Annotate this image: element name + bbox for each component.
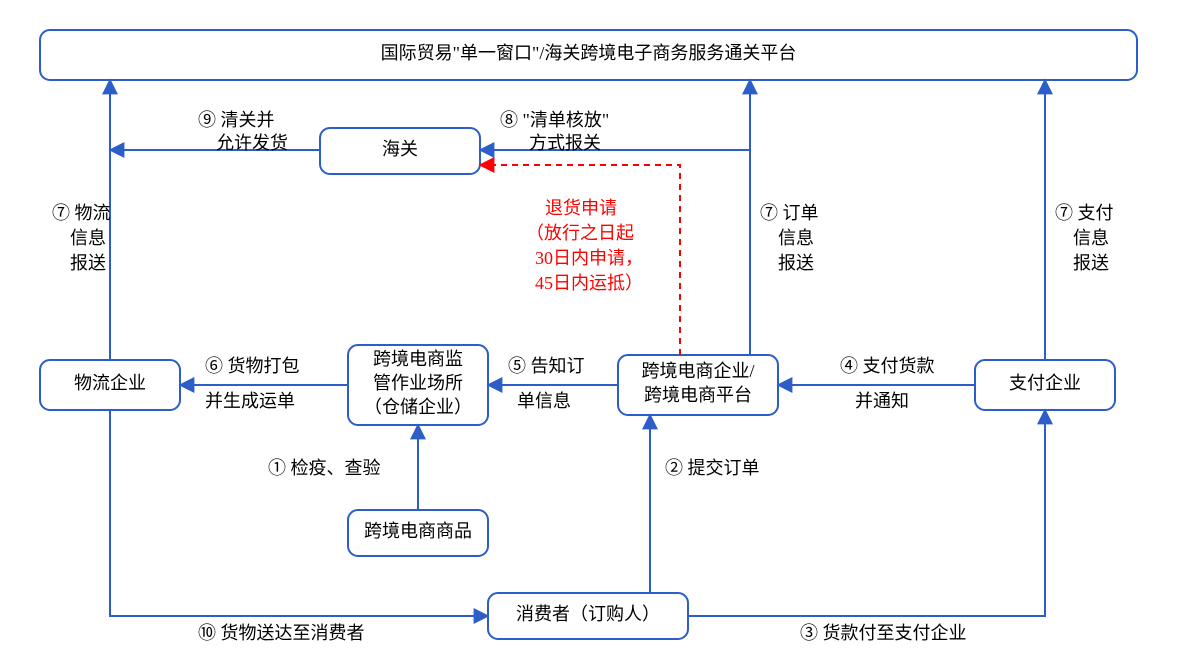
edge-7a-label1: ⑦ 物流 [52,203,111,223]
edge-7b-label2: 信息 [778,228,814,248]
customs-label: 海关 [382,139,418,159]
edge-6-label2: 并生成运单 [205,391,295,411]
node-platform: 国际贸易"单一窗口"/海关跨境电子商务服务通关平台 [40,30,1137,80]
node-customs: 海关 [320,128,480,174]
warehouse-label3: （仓储企业） [364,397,472,417]
edge-3 [688,410,1045,616]
edge-5-label1: ⑤ 告知订 [508,356,585,376]
warehouse-label2: 管作业场所 [373,373,463,393]
edge-4-label2: 并通知 [855,391,909,411]
edge-return-label1: 退货申请 [545,198,617,218]
edge-10-label: ⑩ 货物送达至消费者 [198,623,365,643]
edge-5-label2: 单信息 [517,391,571,411]
node-pay: 支付企业 [975,360,1115,410]
node-consumer: 消费者（订购人） [488,593,688,639]
logistics-label: 物流企业 [74,373,146,393]
edge-return-label4: 45日内运抵） [535,273,643,293]
edge-8-label2: 方式报关 [529,133,601,153]
goods-label: 跨境电商商品 [364,521,472,541]
warehouse-label1: 跨境电商监 [373,349,463,369]
edge-1-label: ① 检疫、查验 [268,458,381,478]
edge-8-label1: ⑧ "清单核放" [500,110,609,130]
etrade-label1: 跨境电商企业/ [641,361,754,381]
edge-return-label3: 30日内申请， [535,248,643,268]
edge-6-label1: ⑥ 货物打包 [205,356,300,376]
edge-4-label1: ④ 支付货款 [840,356,935,376]
consumer-label: 消费者（订购人） [516,604,660,624]
platform-label: 国际贸易"单一窗口"/海关跨境电子商务服务通关平台 [381,43,797,63]
edge-3-label: ③ 货款付至支付企业 [800,623,967,643]
pay-label: 支付企业 [1009,373,1081,393]
edge-9-label2: 允许发货 [216,133,288,153]
edge-9-label1: ⑨ 清关并 [198,110,275,130]
edge-7b-label1: ⑦ 订单 [760,203,819,223]
edge-7a-label3: 报送 [70,253,106,273]
edge-7c-label3: 报送 [1073,253,1109,273]
edge-7c-label2: 信息 [1073,228,1109,248]
flowchart: 国际贸易"单一窗口"/海关跨境电子商务服务通关平台 海关 物流企业 跨境电商监 … [0,0,1177,661]
edge-7b-label3: 报送 [778,253,814,273]
node-warehouse: 跨境电商监 管作业场所 （仓储企业） [348,345,488,425]
etrade-label2: 跨境电商平台 [644,385,752,405]
node-etrade: 跨境电商企业/ 跨境电商平台 [618,355,778,415]
node-goods: 跨境电商商品 [348,510,488,556]
edge-7c-label1: ⑦ 支付 [1055,203,1114,223]
node-logistics: 物流企业 [40,360,180,410]
edge-7a-label2: 信息 [70,228,106,248]
edge-2-label: ② 提交订单 [665,458,760,478]
edge-return-label2: （放行之日起 [526,223,634,243]
